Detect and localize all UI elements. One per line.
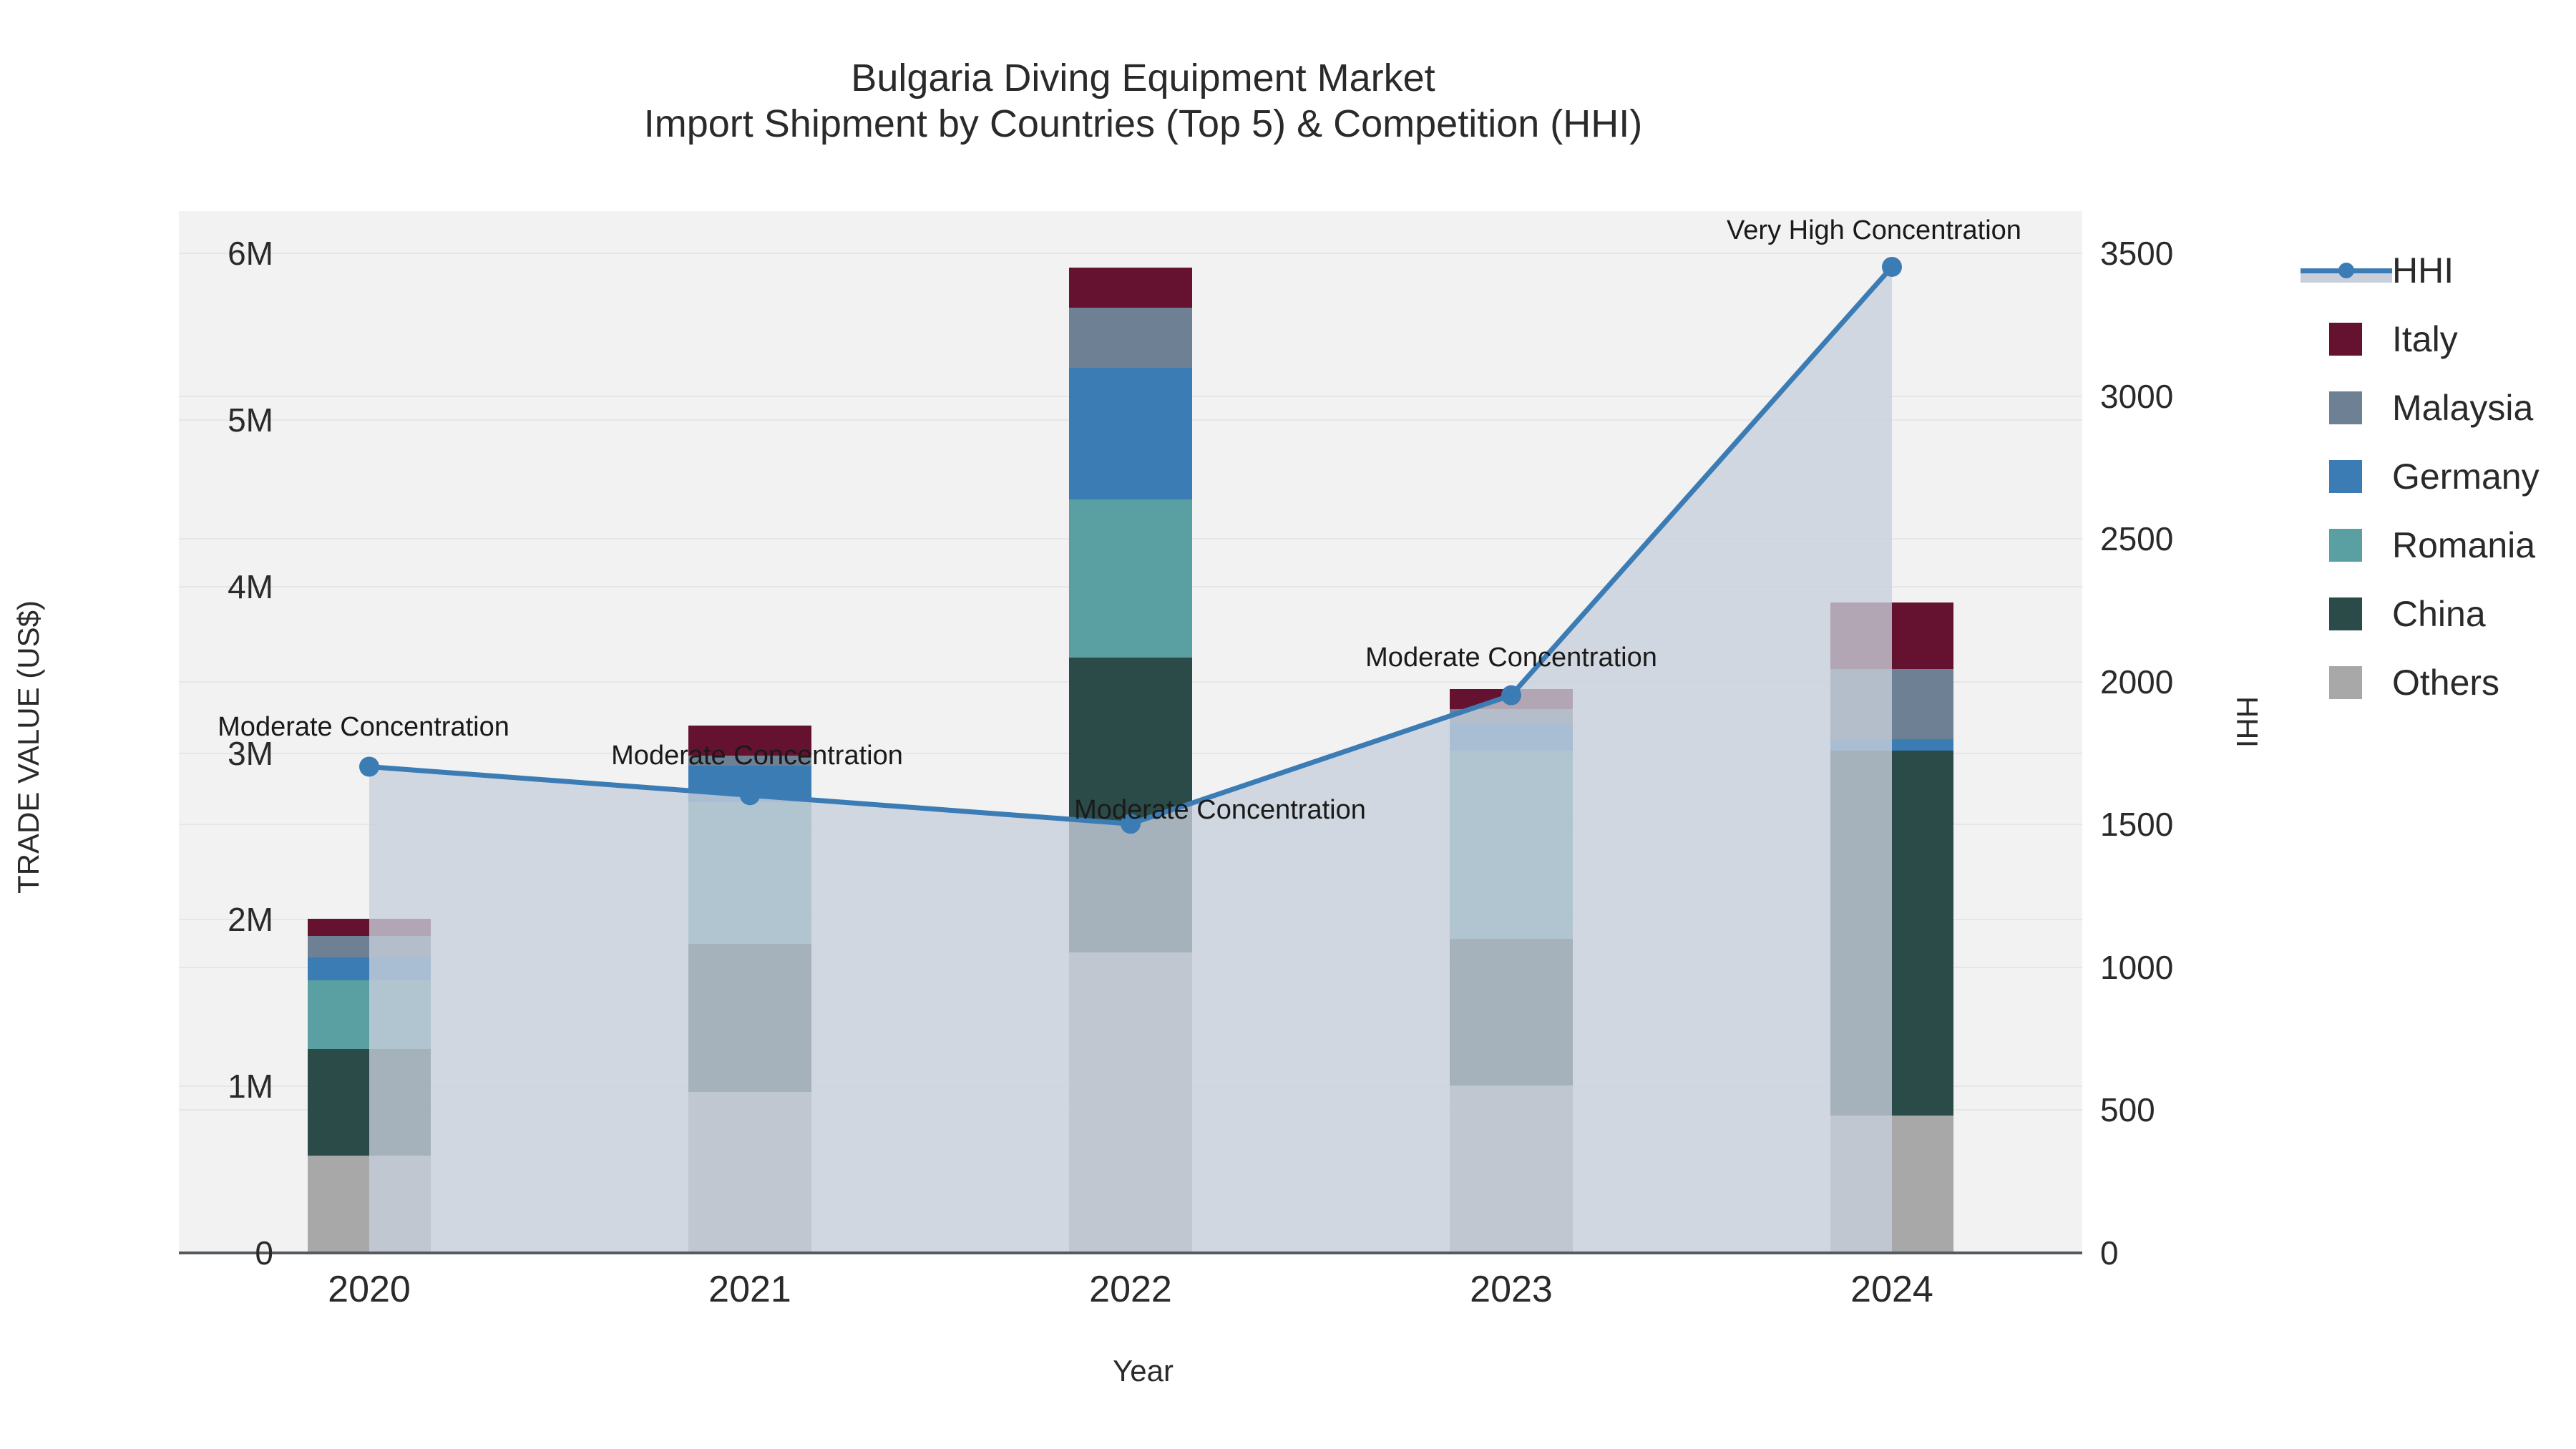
legend-label: Others [2392,663,2500,703]
legend-item-germany[interactable]: Germany [2301,442,2576,511]
legend-item-hhi[interactable]: HHI [2301,236,2576,305]
y-axis-right-label: HHI [2230,696,2264,748]
x-axis-tick-2024: 2024 [1850,1269,1933,1310]
bar-segment-italy[interactable] [688,726,811,756]
legend-label: HHI [2392,250,2454,291]
legend-label: Germany [2392,457,2540,497]
chart-title-line-2: Import Shipment by Countries (Top 5) & C… [643,102,1643,145]
bar-segment-malaysia[interactable] [688,756,811,766]
chart-legend: HHI Italy Malaysia Germany Romania China Other… [2301,236,2576,717]
legend-swatch-malaysia [2329,391,2362,424]
hhi-point-marker[interactable] [1121,814,1141,834]
chart-title-line-1: Bulgaria Diving Equipment Market [851,57,1435,99]
chart-title: Bulgaria Diving Equipment Market Import … [0,56,2286,147]
y-axis-right-tick: 2000 [2100,663,2174,701]
x-axis-baseline [179,1252,2082,1254]
y-axis-left-tick: 3M [228,734,273,772]
x-axis-label: Year [1113,1354,1174,1387]
legend-item-others[interactable]: Others [2301,648,2576,717]
y-axis-left-tick: 2M [228,901,273,939]
legend-swatch-italy [2329,323,2362,356]
x-axis-tick-2022: 2022 [1089,1269,1172,1310]
legend-label: Romania [2392,525,2536,565]
legend-line-key-icon [2301,254,2392,287]
bar-segment-romania[interactable] [1069,499,1192,658]
legend-item-italy[interactable]: Italy [2301,305,2576,374]
y-axis-left-label: TRADE VALUE (US$) [11,600,45,894]
y-axis-right-tick: 3500 [2100,235,2174,272]
y-axis-left-tick: 5M [228,401,273,439]
hhi-area-fill [369,266,1892,1252]
x-axis-tick-2023: 2023 [1470,1269,1553,1310]
legend-item-romania[interactable]: Romania [2301,511,2576,580]
y-axis-right-tick: 3000 [2100,377,2174,415]
bar-segment-germany[interactable] [1069,367,1192,499]
legend-label: China [2392,594,2486,634]
bar-segment-malaysia[interactable] [1069,307,1192,368]
y-axis-right-tick: 0 [2100,1234,2119,1272]
hhi-annotation: Moderate Concentration [1074,795,1366,826]
hhi-annotation: Moderate Concentration [611,741,903,771]
y-axis-left-tick: 1M [228,1068,273,1106]
y-axis-right-tick: 2500 [2100,520,2174,558]
hhi-point-marker[interactable] [740,785,760,806]
hhi-overlay [359,256,1902,1252]
hhi-annotation: Moderate Concentration [1365,642,1657,673]
legend-item-malaysia[interactable]: Malaysia [2301,374,2576,442]
hhi-annotation: Moderate Concentration [218,712,509,743]
legend-swatch-china [2329,597,2362,630]
legend-item-china[interactable]: China [2301,580,2576,648]
legend-label: Malaysia [2392,388,2534,428]
bar-segment-italy[interactable] [1069,267,1192,308]
legend-line-dot-icon [2338,263,2354,278]
legend-label: Italy [2392,319,2458,359]
x-axis-tick-2021: 2021 [708,1269,791,1310]
y-axis-left-tick: 6M [228,235,273,272]
y-axis-left-tick: 4M [228,567,273,605]
gridline [179,253,2082,254]
legend-swatch-others [2329,666,2362,699]
hhi-point-marker[interactable] [1501,685,1521,706]
hhi-annotation: Very High Concentration [1727,215,2021,245]
y-axis-left-tick: 0 [255,1234,273,1272]
legend-swatch-romania [2329,529,2362,562]
y-axis-right-tick: 500 [2100,1091,2155,1129]
hhi-point-marker[interactable] [359,756,379,777]
y-axis-right-tick: 1000 [2100,948,2174,986]
y-axis-right-tick: 1500 [2100,806,2174,844]
x-axis-tick-2020: 2020 [328,1269,411,1310]
hhi-point-marker[interactable] [1882,256,1902,277]
legend-swatch-germany [2329,460,2362,493]
